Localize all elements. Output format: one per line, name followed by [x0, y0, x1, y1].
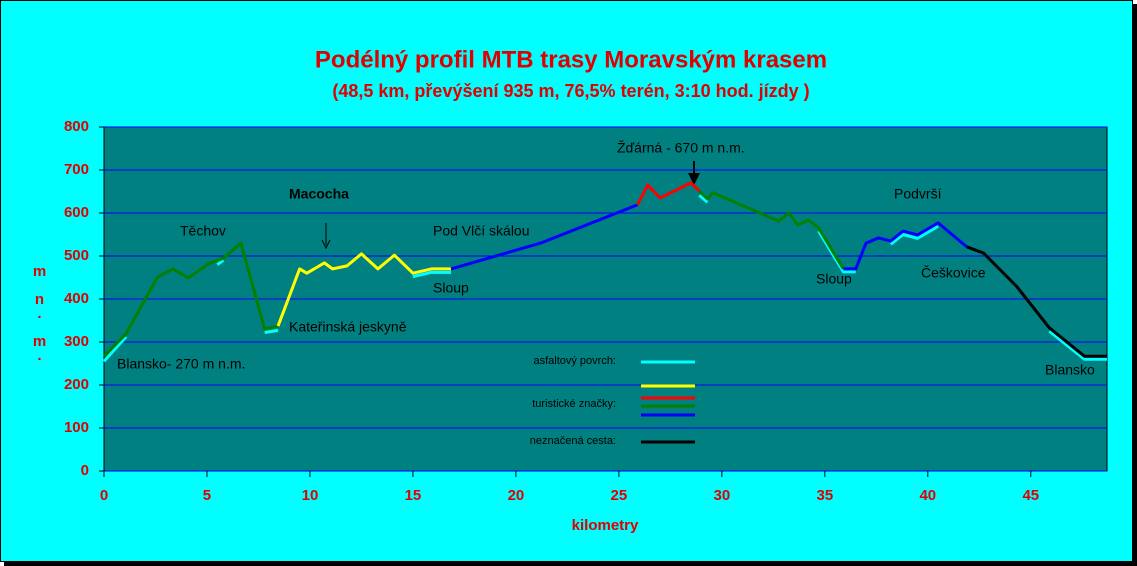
- profile-line: [102, 241, 279, 358]
- annotation: Pod Vlčí skálou: [433, 223, 530, 239]
- chart-title: Podélný profil MTB trasy Moravským krase…: [315, 46, 827, 73]
- profile-line: [843, 221, 968, 271]
- y-tick-label: 500: [64, 247, 89, 264]
- annotation: Češkovice: [921, 265, 986, 281]
- x-tick-label: 45: [1022, 487, 1039, 504]
- profile-line: [412, 270, 452, 279]
- profile-line: [102, 335, 128, 363]
- x-tick-label: 30: [714, 487, 731, 504]
- y-tick-label: 800: [64, 118, 89, 135]
- x-tick-label: 15: [405, 487, 422, 504]
- x-tick-label: 40: [919, 487, 936, 504]
- profile-line: [216, 259, 225, 266]
- profile-line: [698, 189, 845, 270]
- y-tick-label: 200: [64, 376, 89, 393]
- x-tick-label: 20: [508, 487, 525, 504]
- annotation: Blansko: [1045, 362, 1095, 378]
- profile-line: [276, 252, 452, 327]
- y-axis-label: m n. m.: [31, 263, 48, 361]
- profile-line: [889, 225, 939, 246]
- y-tick-label: 700: [64, 161, 89, 178]
- arrow-head: [321, 239, 331, 250]
- legend-label: neznačená cesta:: [530, 435, 616, 447]
- annotation: Sloup: [816, 271, 852, 287]
- profile-line: [450, 203, 638, 271]
- x-tick-label: 25: [611, 487, 628, 504]
- profile-line: [264, 328, 279, 335]
- x-tick-label: 35: [816, 487, 833, 504]
- profile-line: [817, 230, 856, 274]
- x-tick-label: 0: [100, 487, 108, 504]
- y-tick-label: 600: [64, 204, 89, 221]
- profile-line: [1048, 330, 1107, 361]
- y-tick-label: 400: [64, 290, 89, 307]
- annotation: Kateřinská jeskyně: [289, 319, 407, 335]
- annotation: Podvrší: [894, 186, 942, 202]
- annotation: Macocha: [289, 186, 349, 202]
- profile-line: [636, 181, 701, 206]
- annotation: Blansko- 270 m n.m.: [117, 356, 245, 372]
- x-tick-label: 10: [302, 487, 319, 504]
- arrow-head: [688, 173, 700, 185]
- annotation: Žďárná - 670 m n.m.: [617, 140, 745, 156]
- legend-label: turistické značky:: [532, 398, 616, 410]
- legend-label: asfaltový povrch:: [533, 355, 616, 367]
- y-tick-label: 0: [81, 462, 89, 479]
- profile-line: [966, 245, 1107, 358]
- y-tick-label: 100: [64, 419, 89, 436]
- x-tick-label: 5: [203, 487, 211, 504]
- profile-line: [698, 194, 709, 204]
- annotation: Sloup: [433, 280, 469, 296]
- x-axis-label: kilometry: [572, 517, 639, 534]
- chart-subtitle: (48,5 km, převýšení 935 m, 76,5% terén, …: [332, 81, 809, 101]
- y-tick-label: 300: [64, 333, 89, 350]
- annotation: Těchov: [180, 223, 226, 239]
